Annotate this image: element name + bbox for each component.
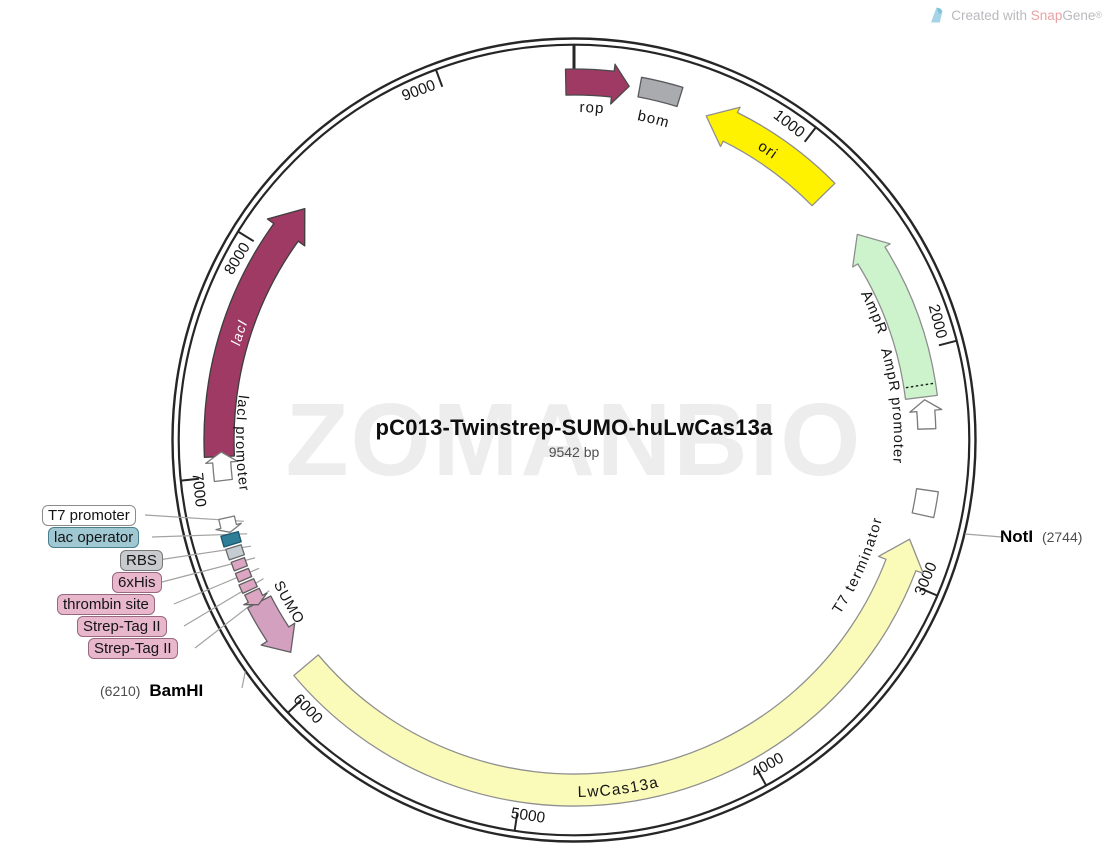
plasmid-size: 9542 bp [548, 444, 600, 460]
feature-strep-tag-ii-2-[interactable] [243, 587, 268, 606]
feature-lwcas13a[interactable]: LwCas13a [293, 538, 924, 807]
feature-label-t7-promoter[interactable]: T7 promoter [42, 505, 136, 526]
watermark: ZOMANBIO [285, 382, 863, 497]
site-bamhi-name: BamHI [149, 681, 204, 700]
feature-arc-label-bom: bom [636, 107, 672, 131]
feature-shape-thrombin-site[interactable] [234, 567, 253, 583]
tick-label-7000: 7000 [188, 472, 208, 508]
feature-shape-6xhis[interactable] [230, 556, 249, 572]
leader-line-7 [241, 671, 246, 689]
site-noti-position: (2744) [1041, 529, 1083, 545]
site-label-noti[interactable]: NotI (2744) [1000, 527, 1082, 547]
feature-lac-operator[interactable] [220, 530, 242, 548]
credit-prefix: Created with [951, 8, 1031, 23]
tick-4000 [756, 768, 767, 786]
snapgene-credit: Created with Snap Gene ® [930, 7, 1102, 24]
feature-shape-sumo[interactable] [246, 595, 296, 653]
feature-shape-ampr[interactable] [852, 233, 938, 400]
tick-1000 [803, 126, 817, 143]
feature-t7-promoter[interactable] [215, 515, 242, 533]
site-bamhi-position: (6210) [100, 683, 141, 699]
feature-6xhis[interactable] [230, 556, 249, 572]
feature-rop[interactable]: rop [564, 63, 630, 117]
feature-shape-rbs[interactable] [225, 544, 246, 561]
plasmid-title: pC013-Twinstrep-SUMO-huLwCas13a [375, 415, 773, 440]
feature-label-strep-tag-ii-2[interactable]: Strep-Tag II [88, 638, 178, 659]
tick-8000 [237, 230, 255, 243]
feature-label-lac-operator[interactable]: lac operator [48, 527, 140, 548]
feature-arc-label-laci-promoter: lacI promoter [232, 394, 252, 493]
feature-shape-lac-operator[interactable] [220, 530, 242, 548]
tick-7000 [180, 477, 200, 482]
tick-6000 [287, 699, 302, 714]
feature-arc-label-rop: rop [579, 99, 605, 117]
feature-label-6xhis[interactable]: 6xHis [112, 572, 162, 593]
registered-mark: ® [1095, 10, 1102, 20]
tick-label-9000: 9000 [400, 77, 439, 105]
leader-line-8 [964, 533, 1003, 538]
tick-3000 [920, 587, 938, 597]
credit-brand-gene: Gene [1062, 8, 1096, 23]
site-noti-name: NotI [1000, 527, 1034, 546]
feature-label-rbs[interactable]: RBS [120, 550, 163, 571]
tick-2000 [938, 339, 957, 347]
feature-shape-t7-terminator[interactable] [911, 488, 939, 519]
feature-ori[interactable]: ori [705, 106, 836, 207]
feature-label-strep-tag-ii-1[interactable]: Strep-Tag II [77, 616, 167, 637]
feature-bom[interactable]: bom [636, 76, 684, 132]
feature-label-thrombin-site[interactable]: thrombin site [57, 594, 155, 615]
snapgene-logo-icon [931, 7, 943, 23]
feature-laci-promoter[interactable]: lacI promoter [205, 394, 252, 493]
plasmid-backbone [171, 37, 977, 843]
tick-label-5000: 5000 [510, 805, 547, 827]
feature-shape-laci[interactable] [203, 207, 306, 459]
feature-rbs[interactable] [225, 544, 246, 561]
feature-shape-laci-promoter[interactable] [205, 451, 239, 483]
feature-shape-ampr-promoter[interactable] [909, 399, 943, 430]
feature-shape-ori[interactable] [705, 106, 836, 207]
tick-5000 [513, 812, 519, 831]
feature-shape-bom[interactable] [637, 76, 684, 108]
feature-shape-t7-promoter[interactable] [215, 515, 242, 533]
feature-shape-strep-tag-ii-1-[interactable] [238, 578, 258, 595]
site-label-bamhi[interactable]: (6210) BamHI [100, 681, 203, 701]
credit-brand-snap: Snap [1030, 8, 1063, 23]
feature-laci[interactable]: lacI [203, 207, 306, 459]
feature-shape-strep-tag-ii-2-[interactable] [243, 587, 268, 606]
title-block: pC013-Twinstrep-SUMO-huLwCas13a 9542 bp [376, 415, 773, 460]
feature-shape-lwcas13a[interactable] [293, 538, 924, 807]
tick-9000 [435, 69, 444, 88]
feature-strep-tag-ii-1-[interactable] [238, 578, 258, 595]
feature-shape-rop[interactable] [564, 63, 630, 105]
feature-thrombin-site[interactable] [234, 567, 253, 583]
